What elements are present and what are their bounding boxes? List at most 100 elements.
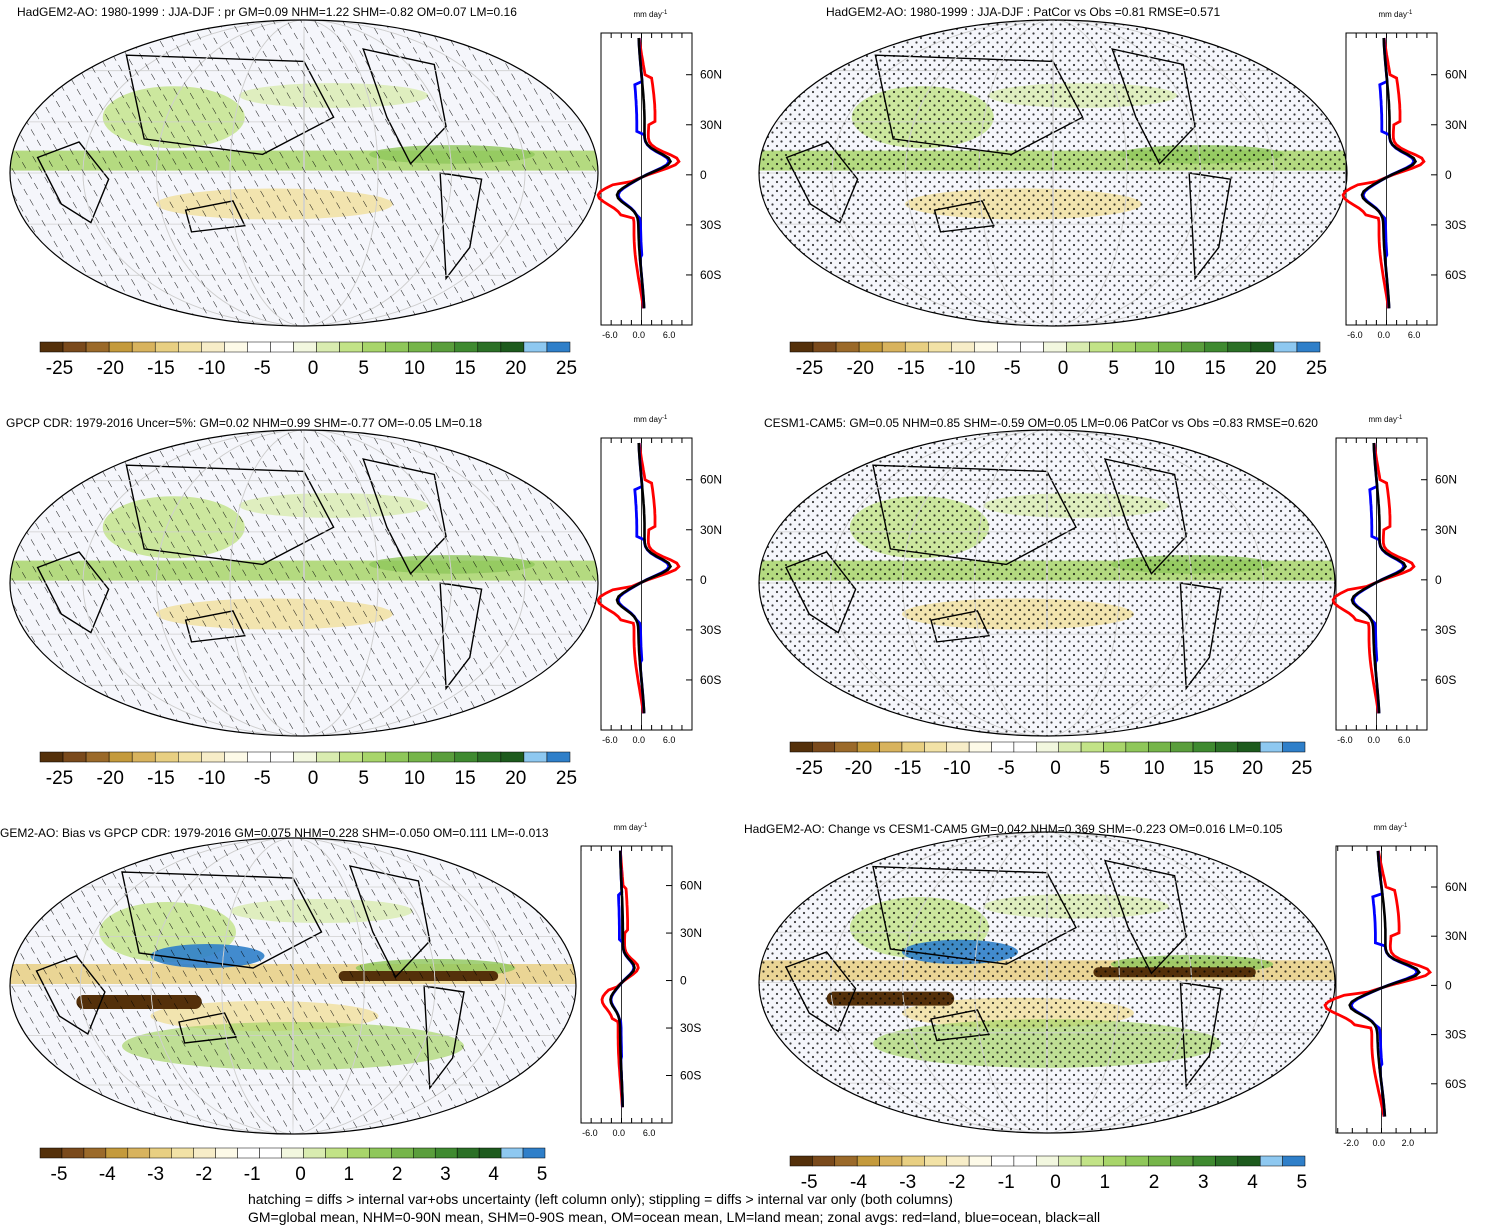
- lat-tick-label: 60S: [680, 1069, 701, 1083]
- colorbar-label: -20: [96, 358, 123, 379]
- lat-tick-label: 30S: [1445, 1028, 1466, 1042]
- colorbar-swatch: [1036, 1155, 1059, 1167]
- zonal-plot-6: mm day-1 60N 30N 0 30S 60S -2.0 0.0 2.0: [1323, 823, 1467, 1148]
- colorbar-swatch: [1296, 341, 1321, 353]
- colorbar-label: 15: [1193, 758, 1214, 779]
- lat-tick-label: 30N: [680, 926, 702, 940]
- colorbar-label: -10: [198, 358, 225, 379]
- colorbar-swatch: [293, 751, 317, 763]
- colorbar-swatch: [1080, 741, 1104, 753]
- colorbar-label: 5: [1297, 1172, 1308, 1193]
- zonal-line-land: [1323, 850, 1433, 1117]
- colorbar-swatch: [39, 751, 64, 763]
- colorbar-label: -20: [96, 768, 123, 789]
- colorbar-swatch: [105, 1147, 129, 1159]
- colorbar-label: 0: [1050, 1172, 1061, 1193]
- lat-tick-label: 0: [700, 573, 707, 587]
- zonal-plot-frame: [600, 32, 693, 326]
- lat-tick-label: 60S: [1445, 268, 1466, 282]
- lat-tick-label: 60S: [1445, 1077, 1466, 1091]
- zonal-line-all: [615, 442, 673, 714]
- colorbar-swatch: [968, 1155, 992, 1167]
- colorbar-label: 0: [308, 358, 319, 379]
- x-tick-label: 2.0: [1402, 1138, 1415, 1148]
- colorbar-swatch: [500, 1147, 524, 1159]
- colorbar-swatch: [247, 751, 271, 763]
- colorbar-label: -5: [254, 768, 271, 789]
- zonal-line-all: [1350, 442, 1408, 714]
- lat-tick-label: 30S: [700, 623, 721, 637]
- colorbar-swatch: [858, 341, 883, 353]
- colorbar-label: 5: [358, 768, 369, 789]
- colorbar-swatch: [154, 751, 179, 763]
- panel-title-6: HadGEM2-AO: Change vs CESM1-CAM5 GM=0.04…: [744, 822, 1283, 836]
- colorbar-label: -3: [147, 1164, 164, 1185]
- colorbar-label: 10: [404, 768, 425, 789]
- stippling-overlay: [759, 20, 1347, 326]
- lat-tick-label: 30N: [1445, 929, 1467, 943]
- colorbar-swatch: [500, 341, 525, 353]
- zonal-line-ocean: [1351, 442, 1406, 714]
- colorbar-label: -10: [198, 768, 225, 789]
- zonal-plot-5: mm day-1 60N 30N 0 30S 60S -6.0 0.0 6.0: [580, 823, 702, 1138]
- colorbar-swatch: [904, 341, 929, 353]
- colorbar-swatch: [369, 1147, 392, 1159]
- colorbar-swatch: [171, 1147, 194, 1159]
- colorbar-swatch: [1215, 1155, 1239, 1167]
- colorbar-label: -3: [899, 1172, 916, 1193]
- colorbar-swatch: [201, 341, 225, 353]
- map-panel-1: [9, 19, 599, 327]
- colorbar-swatch: [1020, 341, 1044, 353]
- x-tick-label: 0.0: [633, 330, 646, 340]
- lat-tick-label: 30N: [1435, 523, 1457, 537]
- colorbar-label: -5: [51, 1164, 68, 1185]
- x-tick-label: 6.0: [1398, 735, 1411, 745]
- colorbar-label: 0: [1058, 358, 1069, 379]
- colorbar-label: 10: [1154, 358, 1175, 379]
- colorbar-swatch: [834, 1155, 858, 1167]
- x-tick-label: -6.0: [582, 1128, 598, 1138]
- colorbar-label: 5: [1108, 358, 1119, 379]
- colorbar-swatch: [881, 341, 906, 353]
- unit-label: mm day-1: [634, 415, 668, 424]
- lat-tick-label: 30S: [1435, 623, 1456, 637]
- colorbar-swatch: [478, 1147, 502, 1159]
- map-border: [9, 429, 599, 737]
- colorbar-swatch: [385, 341, 409, 353]
- colorbar-label: 4: [1247, 1172, 1258, 1193]
- x-tick-label: 6.0: [643, 1128, 656, 1138]
- x-tick-label: -6.0: [602, 330, 618, 340]
- stippling-overlay: [759, 832, 1335, 1133]
- colorbar-label: 25: [556, 358, 577, 379]
- x-tick-label: -2.0: [1343, 1138, 1359, 1148]
- lat-tick-label: 60N: [680, 879, 702, 893]
- colorbar-swatch: [408, 751, 432, 763]
- zonal-line-ocean: [616, 442, 671, 714]
- colorbar-swatch: [968, 741, 992, 753]
- panel-title-2: HadGEM2-AO: 1980-1999 : JJA-DJF : PatCor…: [826, 5, 1221, 19]
- colorbar-label: -4: [850, 1172, 867, 1193]
- colorbar-label: -4: [99, 1164, 116, 1185]
- colorbar-label: 2: [1149, 1172, 1160, 1193]
- colorbar-swatch: [293, 341, 317, 353]
- colorbar-swatch: [928, 341, 952, 353]
- colorbar-label: 25: [1306, 358, 1327, 379]
- map-border: [9, 837, 577, 1135]
- lat-tick-label: 60S: [1435, 673, 1456, 687]
- colorbar-swatch: [201, 751, 225, 763]
- colorbar-swatch: [789, 1155, 813, 1167]
- colorbar-swatch: [39, 341, 64, 353]
- lat-tick-label: 60N: [700, 473, 722, 487]
- lat-tick-label: 60N: [1445, 880, 1467, 894]
- colorbar-label: 1: [1099, 1172, 1110, 1193]
- colorbar-label: 20: [505, 768, 526, 789]
- colorbar-label: -5: [254, 358, 271, 379]
- colorbar-swatch: [1089, 341, 1113, 353]
- colorbar-swatch: [149, 1147, 172, 1159]
- colorbar-label: -25: [46, 358, 73, 379]
- colorbar-swatch: [834, 741, 858, 753]
- colorbar-swatch: [951, 341, 975, 353]
- colorbar-swatch: [237, 1147, 260, 1159]
- colorbar-swatch: [856, 741, 880, 753]
- lat-tick-label: 0: [1435, 573, 1442, 587]
